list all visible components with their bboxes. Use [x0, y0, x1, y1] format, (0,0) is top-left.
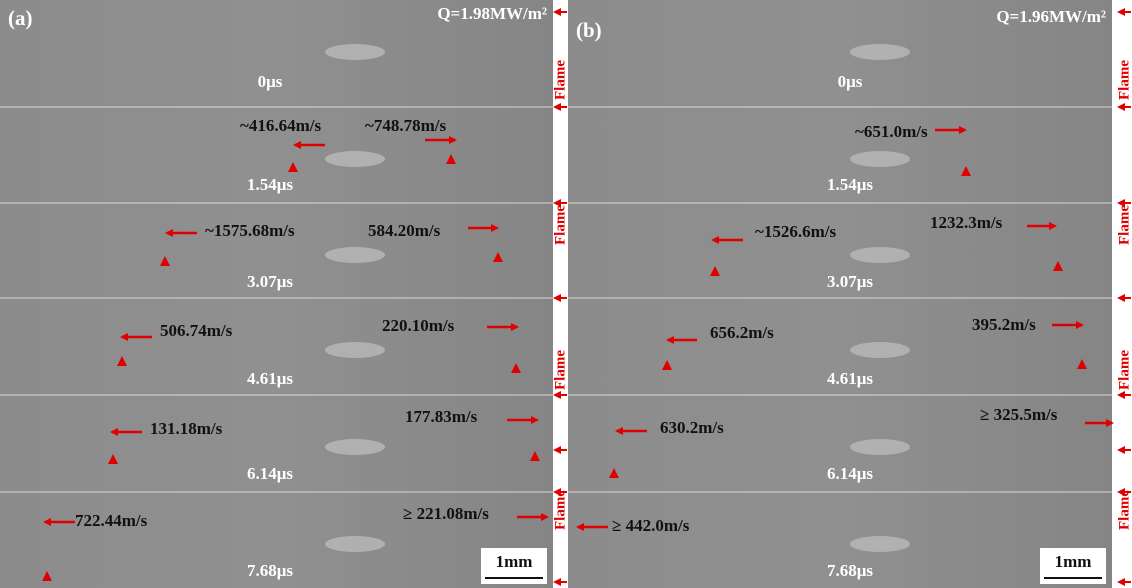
time-label: 1.54μs [827, 175, 873, 194]
bright-streak [325, 44, 385, 60]
bright-streak [325, 342, 385, 358]
panel-label: (b) [576, 18, 602, 42]
flame-label: Flame [1116, 60, 1132, 100]
flame-label: Flame [1116, 350, 1132, 390]
flame-label: Flame [552, 205, 568, 245]
velocity-label: 722.44m/s [75, 511, 148, 530]
flame-label: Flame [552, 350, 568, 390]
bright-streak [325, 151, 385, 167]
velocity-label: 584.20m/s [368, 221, 441, 240]
time-label: 1.54μs [247, 175, 293, 194]
velocity-label: ~1575.68m/s [205, 221, 295, 240]
velocity-label: 177.83m/s [405, 407, 478, 426]
velocity-label: ≥ 325.5m/s [980, 405, 1058, 424]
panel: 0μs 1.54μs ~651.0m/s 3.07μs ~1526.6m/s 1232.3… [568, 0, 1132, 588]
bright-streak [850, 247, 910, 263]
time-label: 0μs [838, 72, 863, 91]
bright-streak [325, 536, 385, 552]
time-label: 4.61μs [247, 369, 293, 388]
bright-streak [325, 439, 385, 455]
velocity-label: 220.10m/s [382, 316, 455, 335]
time-label: 6.14μs [827, 464, 873, 483]
heat-flux-label: Q=1.98MW/m² [437, 4, 547, 23]
velocity-label: ≥ 442.0m/s [612, 516, 690, 535]
time-label: 7.68μs [827, 561, 873, 580]
bright-streak [850, 342, 910, 358]
velocity-label: 1232.3m/s [930, 213, 1003, 232]
figure: 0μs 1.54μs ~416.64m/s ~748.78m/s 3.07μs ~1575… [0, 0, 1132, 588]
time-label: 6.14μs [247, 464, 293, 483]
bright-streak [850, 536, 910, 552]
velocity-label: 656.2m/s [710, 323, 774, 342]
time-label: 3.07μs [247, 272, 293, 291]
bright-streak [850, 44, 910, 60]
bright-streak [850, 439, 910, 455]
velocity-label: ~651.0m/s [855, 122, 928, 141]
time-label: 7.68μs [247, 561, 293, 580]
heat-flux-label: Q=1.96MW/m² [996, 7, 1106, 26]
velocity-label: 131.18m/s [150, 419, 223, 438]
scale-bar-label: 1mm [496, 552, 533, 571]
scale-bar-label: 1mm [1055, 552, 1092, 571]
time-label: 0μs [258, 72, 283, 91]
time-label: 4.61μs [827, 369, 873, 388]
time-label: 3.07μs [827, 272, 873, 291]
velocity-label: 630.2m/s [660, 418, 724, 437]
flame-label: Flame [1116, 205, 1132, 245]
velocity-label: ≥ 221.08m/s [403, 504, 489, 523]
flame-label: Flame [552, 490, 568, 530]
velocity-label: ~1526.6m/s [755, 222, 836, 241]
panel: 0μs 1.54μs ~416.64m/s ~748.78m/s 3.07μs ~1575… [0, 0, 568, 588]
velocity-label: 506.74m/s [160, 321, 233, 340]
panel-label: (a) [8, 6, 33, 30]
velocity-label: ~748.78m/s [365, 116, 446, 135]
bright-streak [850, 151, 910, 167]
bright-streak [325, 247, 385, 263]
flame-label: Flame [552, 60, 568, 100]
velocity-label: 395.2m/s [972, 315, 1036, 334]
velocity-label: ~416.64m/s [240, 116, 321, 135]
flame-label: Flame [1116, 490, 1132, 530]
